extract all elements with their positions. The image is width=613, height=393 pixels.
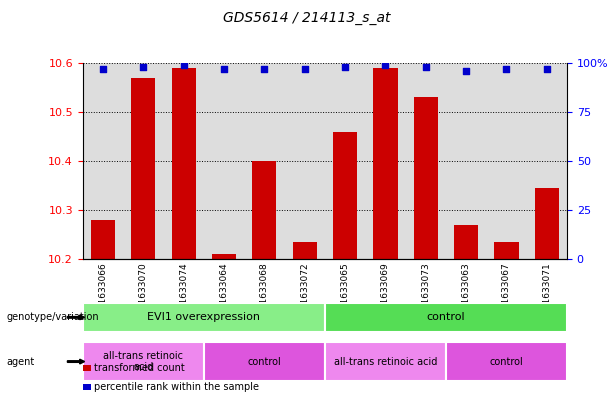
Point — [381, 62, 390, 68]
Point — [461, 68, 471, 74]
Bar — [91, 220, 115, 259]
Bar — [454, 225, 478, 259]
Point — [421, 64, 431, 70]
Text: transformed count: transformed count — [94, 363, 185, 373]
Bar — [204, 63, 244, 259]
Point — [179, 62, 189, 68]
Point — [219, 66, 229, 72]
Text: GDS5614 / 214113_s_at: GDS5614 / 214113_s_at — [223, 11, 390, 25]
Bar — [131, 77, 155, 259]
Bar — [446, 63, 486, 259]
Point — [501, 66, 511, 72]
Bar — [284, 63, 325, 259]
Bar — [212, 254, 236, 259]
Bar — [414, 97, 438, 259]
Bar — [535, 188, 559, 259]
Text: agent: agent — [6, 356, 34, 367]
Bar — [527, 63, 567, 259]
Bar — [325, 63, 365, 259]
Text: all-trans retinoic acid: all-trans retinoic acid — [333, 356, 437, 367]
Text: EVI1 overexpression: EVI1 overexpression — [147, 312, 261, 322]
Point — [139, 64, 148, 70]
Bar — [292, 242, 317, 259]
Text: control: control — [248, 356, 281, 367]
Bar — [164, 63, 204, 259]
Bar — [494, 242, 519, 259]
Bar — [333, 132, 357, 259]
Point — [300, 66, 310, 72]
Point — [340, 64, 350, 70]
Text: genotype/variation: genotype/variation — [6, 312, 99, 322]
Point — [542, 66, 552, 72]
Bar — [244, 63, 284, 259]
Bar — [83, 63, 123, 259]
Bar — [406, 63, 446, 259]
Text: percentile rank within the sample: percentile rank within the sample — [94, 382, 259, 392]
Point — [259, 66, 269, 72]
Text: all-trans retinoic
acid: all-trans retinoic acid — [103, 351, 183, 372]
Bar — [172, 68, 196, 259]
Bar — [123, 63, 164, 259]
Bar — [253, 161, 276, 259]
Bar — [373, 68, 397, 259]
Bar — [365, 63, 406, 259]
Text: control: control — [427, 312, 465, 322]
Bar — [486, 63, 527, 259]
Point — [98, 66, 108, 72]
Text: control: control — [490, 356, 524, 367]
